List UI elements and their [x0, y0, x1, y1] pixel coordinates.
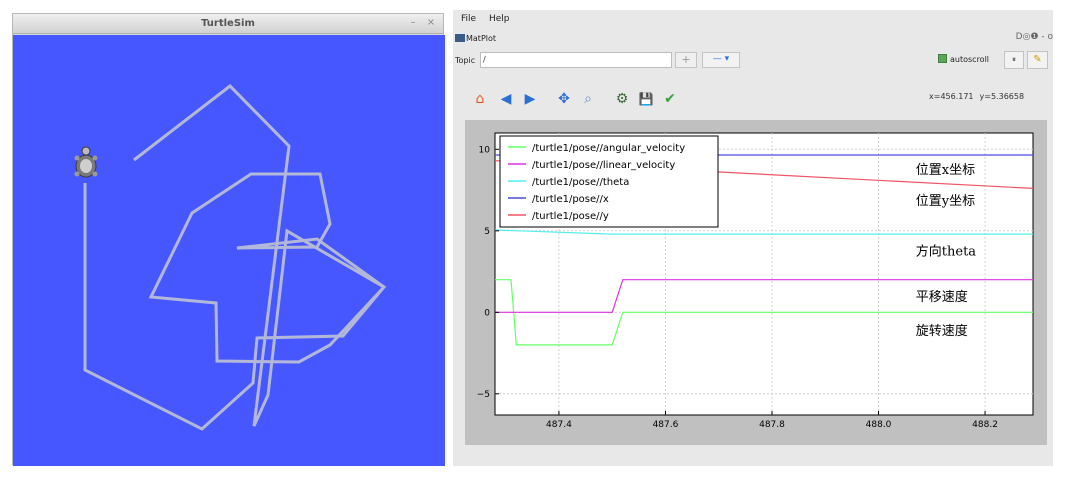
plugin-window-controls[interactable]: D◎❶ - o — [1015, 32, 1053, 42]
y-tick-label: 10 — [479, 145, 491, 155]
legend-entry: /turtle1/pose//y — [532, 211, 609, 222]
y-tick-label: 5 — [484, 227, 490, 237]
topic-label: Topic — [455, 56, 476, 65]
turtle-trail-drawing — [74, 84, 387, 431]
series-line-1 — [495, 279, 1033, 313]
x-tick-label: 487.6 — [653, 420, 679, 430]
x-tick-label: 487.8 — [759, 420, 785, 430]
configure-icon[interactable]: ⚙ — [615, 91, 629, 107]
menu-file[interactable]: File — [461, 14, 477, 24]
remove-topic-button[interactable]: — ▾ — [702, 52, 740, 68]
y-tick-label: 0 — [484, 308, 490, 318]
matplot-window: File Help MatPlot D◎❶ - o Topic / + — ▾ … — [453, 10, 1053, 466]
turtle-icon — [74, 146, 98, 178]
turtlesim-titlebar[interactable]: TurtleSim – × — [13, 14, 443, 34]
axis-ticks: 487.4 487.6 487.8 488.0 488.2 −5 0 5 10 — [477, 145, 998, 430]
turtlesim-window: TurtleSim – × — [12, 13, 445, 466]
legend-entry: /turtle1/pose//linear_velocity — [532, 160, 675, 171]
turtlesim-canvas — [13, 35, 445, 466]
turtle-trail — [83, 84, 387, 431]
add-topic-button[interactable]: + — [675, 52, 697, 68]
legend: /turtle1/pose//angular_velocity/turtle1/… — [499, 135, 719, 228]
home-icon[interactable]: ⌂ — [475, 91, 485, 107]
autoscroll-label: autoscroll — [950, 55, 990, 64]
topic-input[interactable]: / — [480, 52, 672, 68]
coord-x: x=456.171 — [929, 92, 974, 101]
coordinate-readout: x=456.171 y=5.36658 — [929, 92, 1030, 101]
line-chart[interactable]: 487.4 487.6 487.8 488.0 488.2 −5 0 5 10 位置x坐标位置y… — [465, 120, 1047, 445]
annotation-label: 位置y坐标 — [916, 194, 975, 209]
autoscroll-checkbox[interactable]: autoscroll — [938, 54, 989, 64]
figure-canvas[interactable]: 487.4 487.6 487.8 488.0 488.2 −5 0 5 10 位置x坐标位置y… — [465, 120, 1047, 445]
legend-box — [499, 135, 719, 228]
annotation-label: 位置x坐标 — [916, 163, 975, 178]
legend-entry: /turtle1/pose//theta — [532, 177, 629, 188]
forward-icon[interactable]: ▶ — [524, 91, 536, 107]
edit-check-icon[interactable]: ✔ — [664, 91, 676, 107]
save-icon[interactable]: 💾 — [638, 92, 654, 106]
y-tick-label: −5 — [477, 390, 490, 400]
x-tick-label: 488.0 — [866, 420, 892, 430]
plugin-title-text: MatPlot — [466, 34, 497, 43]
series-line-2 — [494, 229, 1033, 235]
annotation-label: 平移速度 — [916, 289, 968, 305]
pause-button[interactable]: ⏸ — [1004, 51, 1024, 69]
legend-entry: /turtle1/pose//angular_velocity — [532, 143, 685, 154]
pan-icon[interactable]: ✥ — [558, 91, 570, 107]
clear-button[interactable]: ✎ — [1027, 51, 1048, 69]
annotation-label: 方向theta — [916, 243, 977, 259]
zoom-icon[interactable]: ⌕ — [584, 91, 592, 107]
series-line-0 — [495, 279, 1033, 346]
plugin-icon — [455, 34, 465, 42]
x-tick-label: 488.2 — [972, 420, 998, 430]
turtlesim-title: TurtleSim — [201, 18, 255, 29]
plugin-title: MatPlot — [455, 34, 496, 43]
annotation-label: 旋转速度 — [916, 323, 968, 339]
close-icon[interactable]: × — [426, 17, 436, 28]
back-icon[interactable]: ◀ — [500, 91, 512, 107]
menu-help[interactable]: Help — [489, 14, 510, 24]
coord-y: y=5.36658 — [979, 92, 1025, 101]
x-tick-label: 487.4 — [546, 420, 572, 430]
minimize-icon[interactable]: – — [410, 17, 416, 28]
legend-entry: /turtle1/pose//x — [532, 194, 609, 205]
autoscroll-check-icon[interactable] — [938, 54, 947, 63]
